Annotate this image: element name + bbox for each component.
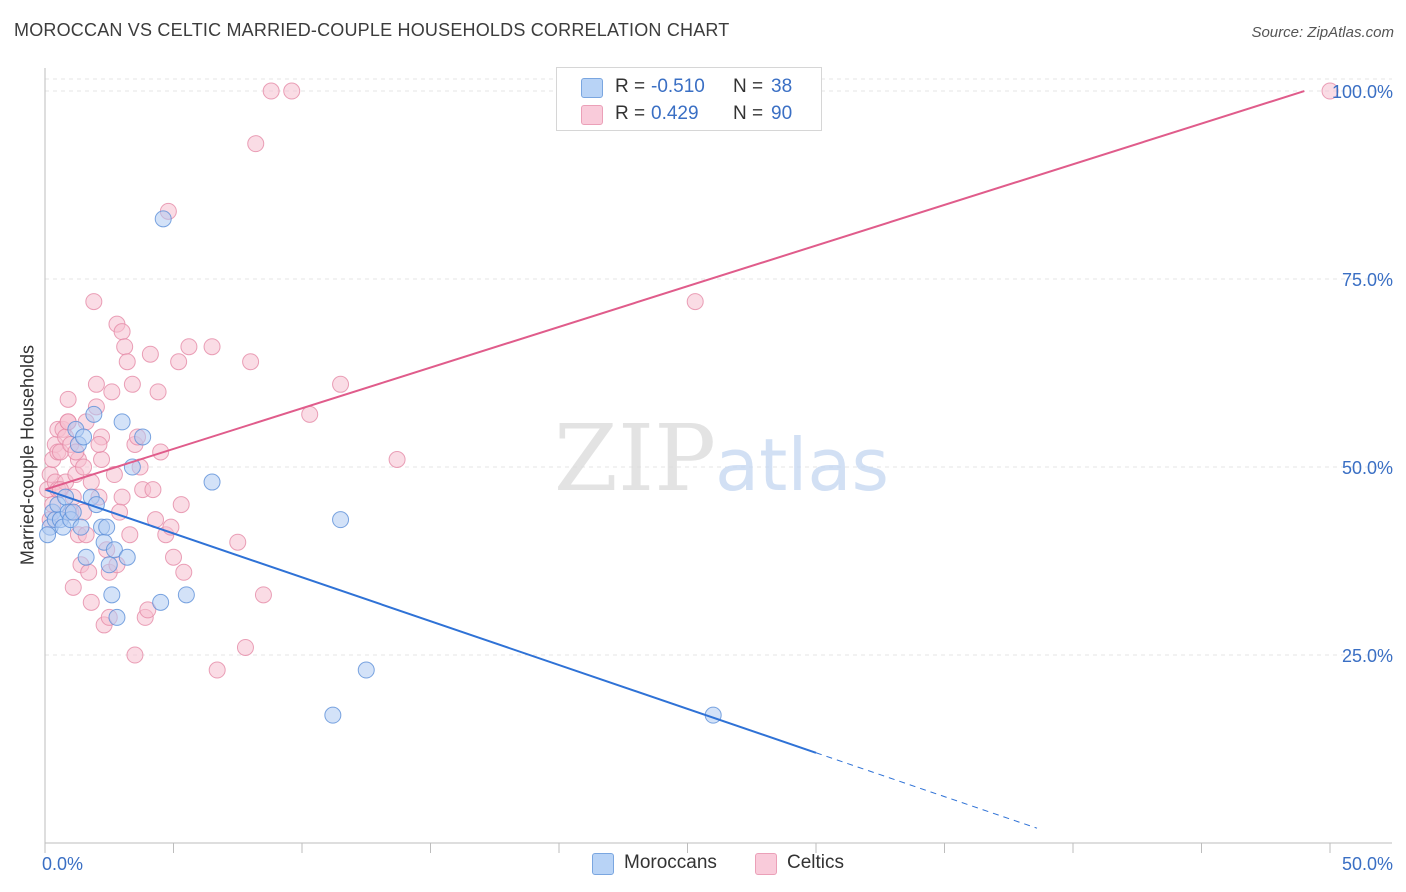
y-tick-label: 25.0%: [1342, 646, 1393, 666]
point-celtics: [113, 323, 131, 341]
point-celtics: [126, 646, 144, 664]
legend-r-label: R =: [615, 76, 646, 97]
point-moroccans: [203, 473, 221, 491]
point-celtics: [165, 548, 182, 566]
point-moroccans: [85, 405, 103, 423]
point-celtics: [247, 135, 265, 153]
tick-labels: 25.0% 50.0% 75.0% 100.0% 0.0% 50.0%: [42, 82, 1393, 874]
point-celtics: [121, 526, 139, 544]
legend-n-label: N =: [733, 76, 764, 97]
legend-r-value-moroccans: -0.510: [651, 76, 705, 97]
point-moroccans: [152, 593, 170, 611]
point-moroccans: [100, 556, 118, 574]
point-celtics: [301, 405, 319, 423]
point-moroccans: [177, 586, 195, 604]
watermark-zip: ZIP: [554, 405, 716, 512]
point-celtics: [149, 383, 167, 401]
point-celtics: [172, 496, 190, 514]
point-celtics: [686, 293, 704, 311]
point-celtics: [105, 466, 123, 484]
point-celtics: [116, 338, 134, 356]
chart-source: Source: ZipAtlas.com: [1251, 24, 1394, 41]
point-moroccans: [75, 428, 93, 446]
point-moroccans: [103, 586, 121, 604]
point-celtics: [90, 435, 108, 453]
series-celtics: [39, 82, 1339, 679]
point-celtics: [262, 82, 280, 100]
x-tick-label-max: 50.0%: [1342, 854, 1393, 874]
point-celtics: [80, 563, 98, 581]
point-moroccans: [324, 706, 342, 724]
point-moroccans: [64, 503, 82, 521]
legend-n-value-moroccans: 38: [771, 76, 793, 97]
legend-n-label: N =: [733, 103, 764, 124]
point-moroccans: [357, 661, 375, 679]
y-tick-label: 75.0%: [1342, 270, 1393, 290]
legend-r-value-celtics: 0.429: [651, 103, 699, 124]
bottom-legend-swatch-celtics: [755, 853, 777, 875]
point-celtics: [64, 578, 82, 596]
point-moroccans: [332, 511, 350, 529]
watermark: ZIP atlas: [554, 405, 889, 512]
trend-line-moroccans: [44, 488, 817, 754]
point-moroccans: [118, 548, 136, 566]
point-celtics: [93, 451, 111, 468]
point-celtics: [144, 481, 162, 499]
trend-line-celtics: [44, 90, 1305, 491]
point-moroccans: [154, 210, 172, 228]
point-celtics: [141, 345, 159, 363]
bottom-legend-swatch-moroccans: [592, 853, 614, 875]
point-celtics: [118, 353, 136, 371]
point-celtics: [85, 293, 103, 311]
y-tick-label: 100.0%: [1332, 82, 1393, 102]
trend-extension-moroccans: [815, 752, 1038, 829]
legend-swatch-celtics: [581, 105, 603, 125]
legend-swatch-moroccans: [581, 78, 603, 98]
point-celtics: [332, 375, 350, 393]
point-celtics: [87, 375, 105, 393]
point-celtics: [208, 661, 226, 679]
point-celtics: [254, 586, 272, 604]
point-celtics: [242, 353, 260, 371]
point-celtics: [229, 533, 247, 551]
y-tick-label: 50.0%: [1342, 458, 1393, 478]
data-points: [39, 82, 1339, 724]
legend-n-value-celtics: 90: [771, 103, 793, 124]
point-celtics: [283, 82, 301, 100]
watermark-atlas: atlas: [715, 423, 889, 507]
point-celtics: [139, 601, 157, 619]
point-moroccans: [98, 518, 116, 536]
legend-r-label: R =: [615, 103, 646, 124]
x-tick-label-min: 0.0%: [42, 854, 83, 874]
legend-box: R = -0.510 N = 38 R = 0.429 N = 90: [556, 67, 822, 131]
bottom-legend-label-moroccans: Moroccans: [624, 852, 717, 873]
bottom-legend-label-celtics: Celtics: [787, 852, 845, 873]
point-celtics: [236, 638, 254, 656]
trend-lines: [44, 90, 1305, 829]
point-celtics: [103, 383, 121, 401]
point-moroccans: [105, 541, 123, 559]
chart-title: MOROCCAN VS CELTIC MARRIED-COUPLE HOUSEH…: [14, 20, 730, 40]
point-moroccans: [108, 608, 126, 626]
point-moroccans: [134, 428, 152, 446]
point-moroccans: [77, 548, 95, 566]
point-moroccans: [72, 518, 90, 536]
point-celtics: [82, 593, 100, 611]
point-celtics: [203, 338, 221, 356]
point-moroccans: [113, 413, 131, 431]
point-celtics: [180, 338, 198, 356]
point-celtics: [123, 375, 141, 393]
axes: [44, 68, 1392, 853]
point-celtics: [170, 353, 188, 371]
point-celtics: [75, 458, 93, 476]
point-celtics: [175, 563, 193, 581]
point-celtics: [59, 390, 77, 408]
series-moroccans: [39, 210, 722, 724]
point-celtics: [388, 451, 406, 468]
point-celtics: [113, 488, 131, 506]
point-celtics: [1321, 82, 1339, 100]
point-moroccans: [39, 526, 57, 544]
